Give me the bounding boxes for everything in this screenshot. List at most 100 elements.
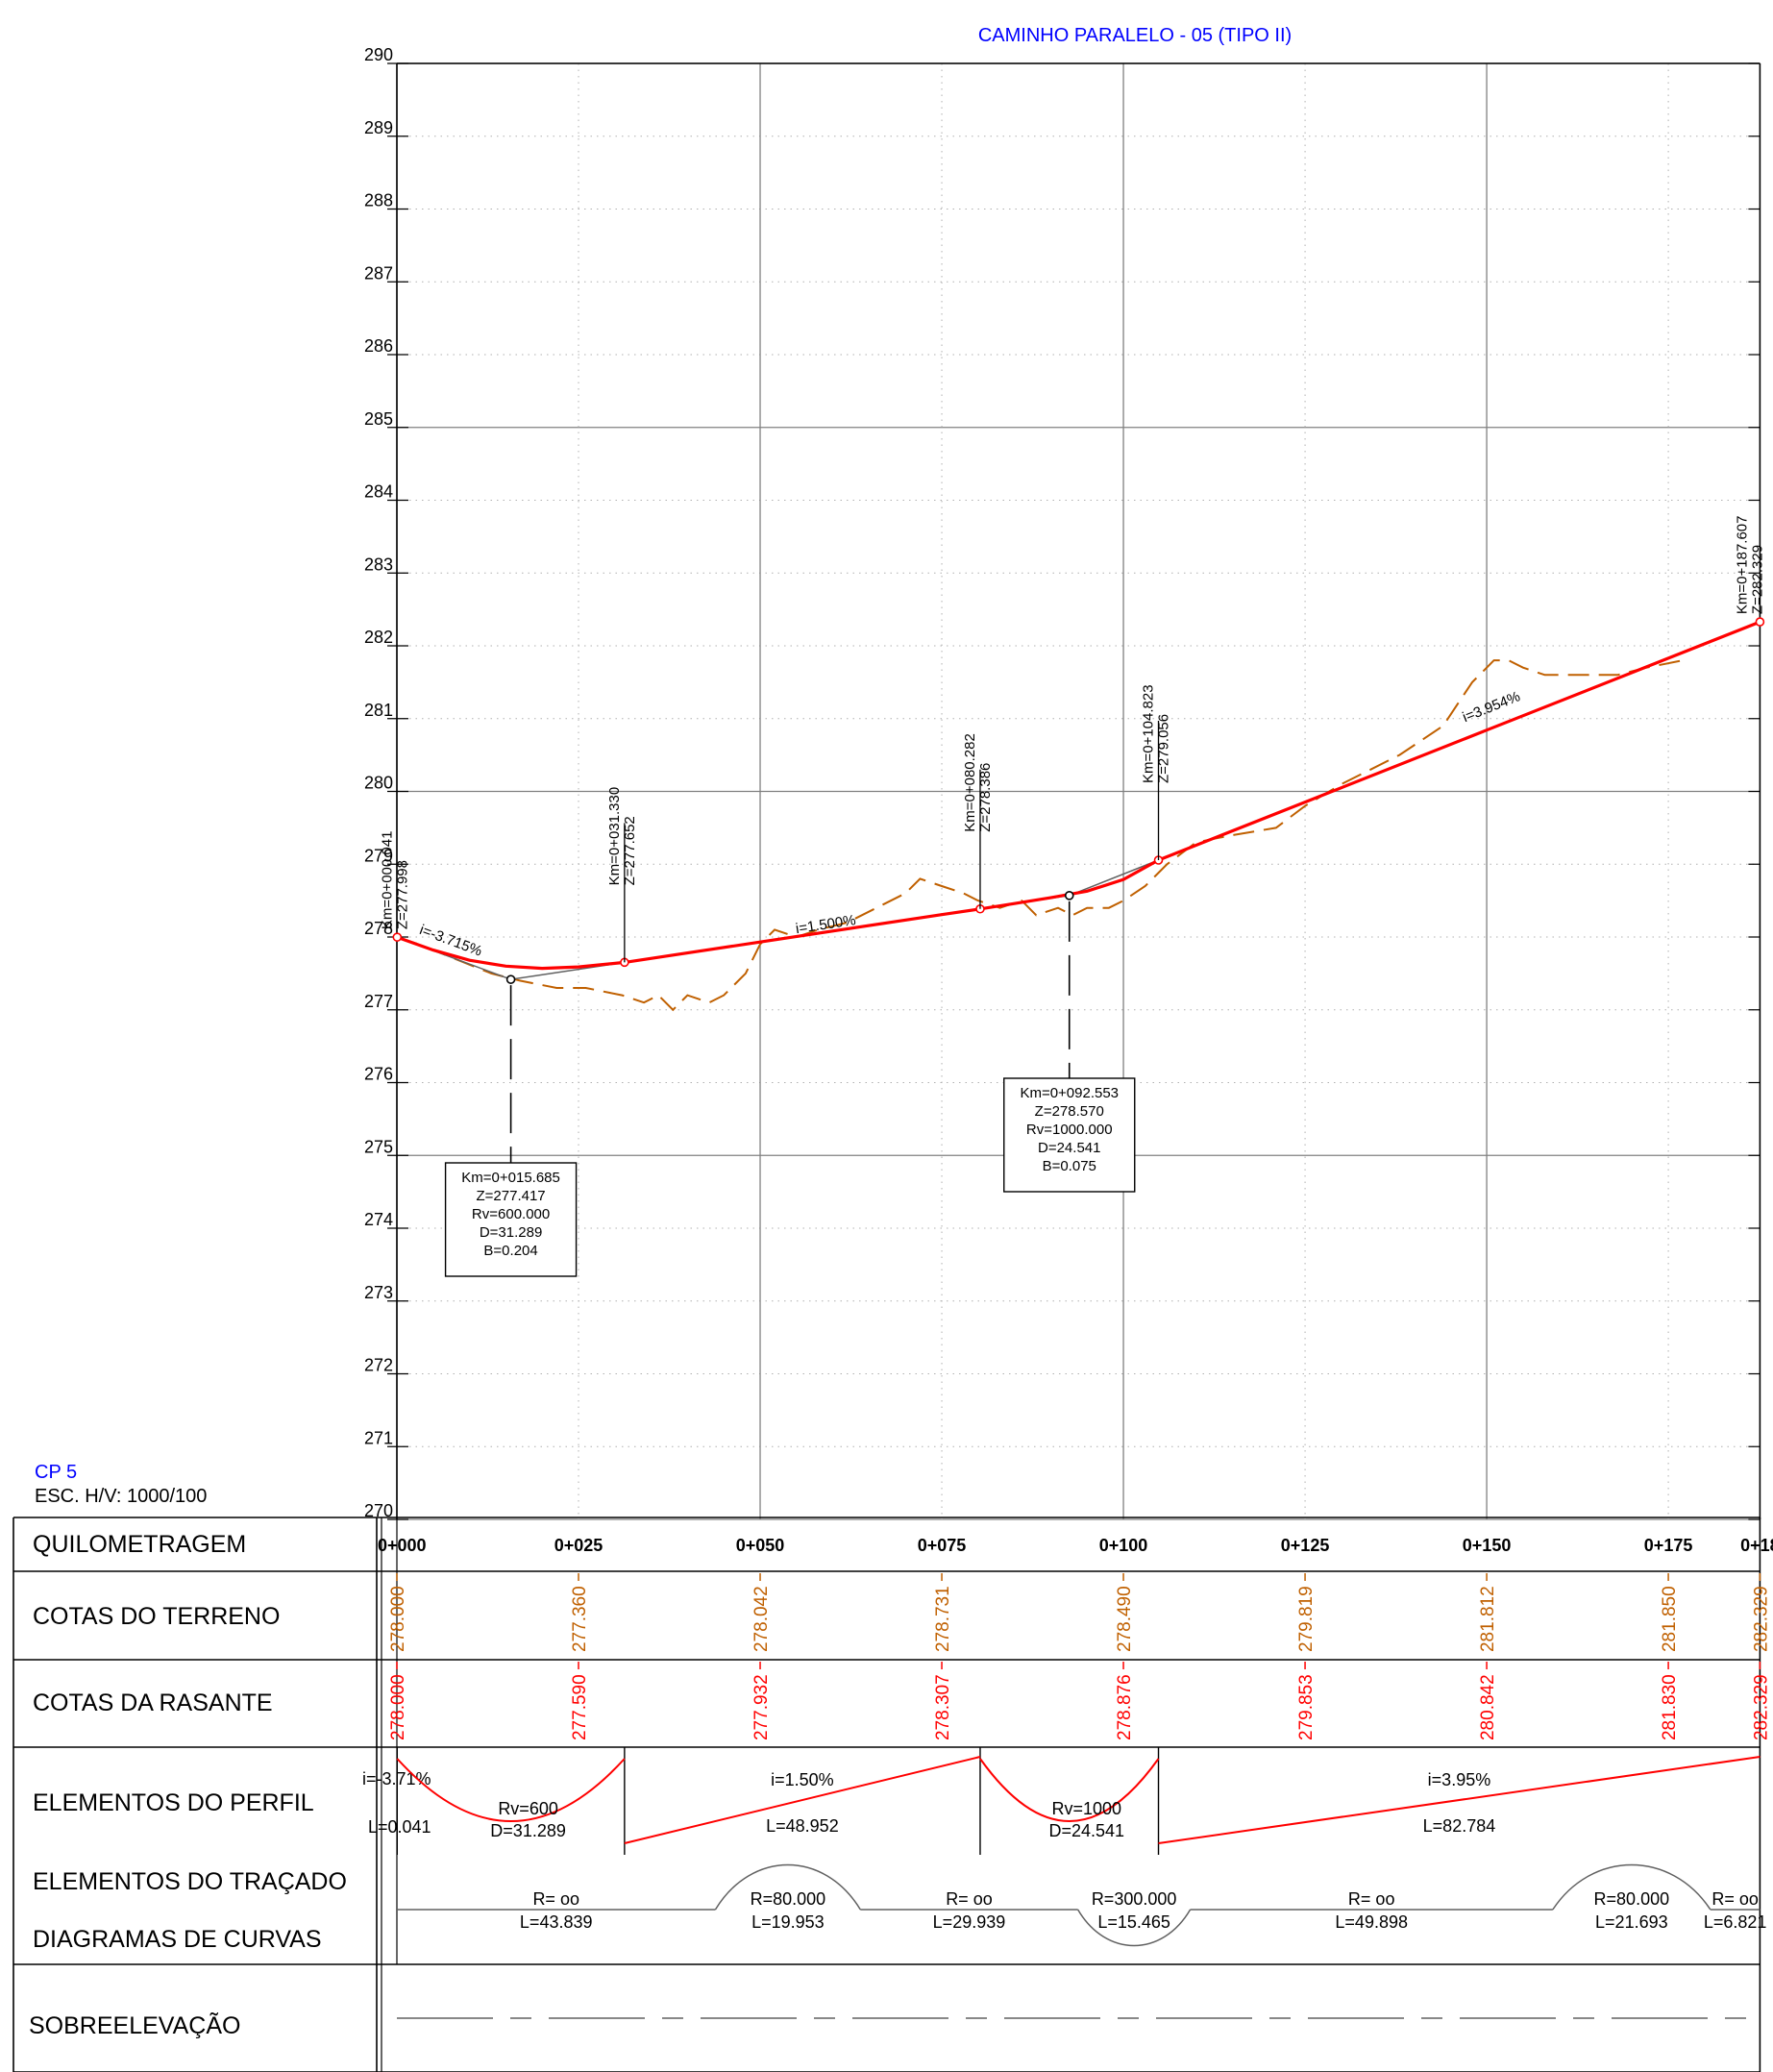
elevation-tick-label: 279 <box>364 846 393 865</box>
tangent-symbol <box>1158 1756 1761 1844</box>
alignment-radius: R= oo <box>1348 1889 1395 1909</box>
elevation-tick-label: 283 <box>364 555 393 574</box>
elevation-tick-label: 273 <box>364 1283 393 1302</box>
pvi-info-line: Km=0+092.553 <box>1020 1085 1119 1101</box>
elevation-tick-label: 271 <box>364 1428 393 1447</box>
tangent-grade: i=1.50% <box>771 1770 834 1789</box>
station-label: 0+050 <box>736 1536 785 1555</box>
elevation-tick-label: 277 <box>364 992 393 1011</box>
vertical-curve-symbol <box>396 1758 626 1822</box>
alignment-length: L=6.821 <box>1704 1912 1767 1932</box>
profile-lines <box>396 620 1761 1012</box>
elevation-tick-label: 276 <box>364 1065 393 1084</box>
profile-start-length: L=0.041 <box>368 1817 431 1837</box>
alignment-curve <box>1077 1909 1192 1947</box>
grade-elevation: 280.842 <box>1478 1674 1498 1740</box>
alignment-length: L=49.898 <box>1335 1912 1408 1932</box>
alignment-radius: R=80.000 <box>751 1889 826 1909</box>
band-row-label: COTAS DO TERRENO <box>33 1603 280 1630</box>
station-label: 0+125 <box>1281 1536 1330 1555</box>
pvi-marker <box>1064 891 1074 900</box>
elevation-tick-label: 284 <box>364 482 393 502</box>
profile-annotations: Km=0+000.041 Z=277.998 Km=0+031.330 Z=277.6… <box>379 515 1765 1277</box>
terrain-elevation: 279.819 <box>1296 1586 1317 1652</box>
vertical-curve-length: D=31.289 <box>490 1821 566 1840</box>
tangent-point-z: Z=279.056 <box>1156 714 1172 783</box>
tangent-point-marker <box>1755 617 1765 627</box>
alignment-radius: R= oo <box>946 1889 993 1909</box>
alignment-radius: R= oo <box>532 1889 579 1909</box>
tangent-point-km: Km=0+080.282 <box>962 733 978 832</box>
pvi-info-line: D=31.289 <box>480 1224 542 1241</box>
pvi-info-line: B=0.204 <box>483 1243 537 1259</box>
band-row-label: DIAGRAMAS DE CURVAS <box>33 1926 322 1953</box>
band-row-label: ELEMENTOS DO TRAÇADO <box>33 1868 347 1895</box>
grid <box>396 62 1761 1520</box>
grade-elevation: 281.830 <box>1660 1674 1680 1740</box>
alignment-length: L=43.839 <box>520 1912 593 1932</box>
station-label: 0+025 <box>554 1536 603 1555</box>
tangent-point-z: Z=277.998 <box>394 860 410 929</box>
elevation-tick-label: 274 <box>364 1210 393 1229</box>
vertical-curve-length: D=24.541 <box>1048 1821 1124 1840</box>
station-label: 0+100 <box>1099 1536 1148 1555</box>
elevation-tick-label: 272 <box>364 1356 393 1375</box>
pvi-info-line: Z=278.570 <box>1035 1103 1104 1120</box>
grade-elevation: 278.000 <box>388 1674 408 1740</box>
alignment-curve <box>714 1863 861 1911</box>
grade-line <box>396 620 1761 971</box>
station-label: 0+18 <box>1740 1536 1773 1555</box>
tangent-point-km: Km=0+104.823 <box>1141 684 1157 783</box>
pvi-info-box <box>1003 1077 1136 1193</box>
elevation-tick-label: 287 <box>364 263 393 283</box>
tangent-construction-line <box>397 936 625 980</box>
pvi-info-box <box>444 1162 578 1277</box>
elevation-tick-label: 280 <box>364 774 393 793</box>
terrain-elevation: 278.000 <box>388 1586 408 1652</box>
terrain-elevation: 277.360 <box>570 1586 590 1652</box>
elevation-tick-label: 278 <box>364 919 393 938</box>
terrain-elevation: 278.490 <box>1115 1586 1135 1652</box>
vertical-curve-symbol <box>979 1758 1160 1822</box>
tangent-length: L=48.952 <box>766 1816 839 1836</box>
band-row-label: COTAS DA RASANTE <box>33 1690 273 1716</box>
terrain-line <box>396 659 1684 1012</box>
pvi-info-line: Rv=1000.000 <box>1026 1122 1113 1138</box>
band-row-label: ELEMENTOS DO PERFIL <box>33 1789 314 1816</box>
drawing-code: CP 5 <box>35 1462 77 1483</box>
pvi-info-line: Rv=600.000 <box>472 1206 550 1222</box>
tangent-point-km: Km=0+187.607 <box>1734 515 1750 614</box>
tangent-point-km: Km=0+031.330 <box>606 787 623 886</box>
data-band: QUILOMETRAGEM COTAS DO TERRENO COTAS DA RA… <box>12 1517 1773 2072</box>
station-label: 0+150 <box>1463 1536 1512 1555</box>
elevation-tick-label: 289 <box>364 118 393 137</box>
drawing-title: CAMINHO PARALELO - 05 (TIPO II) <box>978 25 1292 46</box>
elevation-tick-label: 275 <box>364 1137 393 1156</box>
elevation-tick-label: 288 <box>364 191 393 210</box>
grade-elevation: 282.329 <box>1751 1674 1771 1740</box>
elevation-tick-label: 270 <box>364 1501 393 1520</box>
alignment-length: L=21.693 <box>1595 1912 1668 1932</box>
pvi-info-line: D=24.541 <box>1038 1140 1100 1156</box>
station-label: 0+175 <box>1644 1536 1693 1555</box>
pvi-info-line: Z=277.417 <box>477 1188 546 1204</box>
grade-elevation: 277.932 <box>751 1674 772 1740</box>
terrain-elevation: 282.329 <box>1751 1586 1771 1652</box>
tangent-grade: i=3.95% <box>1428 1770 1491 1789</box>
tangent-point-z: Z=278.386 <box>977 763 994 832</box>
alignment-radius: R=80.000 <box>1594 1889 1670 1909</box>
elevation-tick-label: 286 <box>364 336 393 356</box>
elevation-tick-label: 290 <box>364 45 393 64</box>
grade-elevation: 278.307 <box>933 1674 953 1740</box>
elevation-tick-label: 282 <box>364 628 393 647</box>
scale-caption: ESC. H/V: 1000/100 <box>35 1486 207 1507</box>
terrain-elevation: 281.850 <box>1660 1586 1680 1652</box>
pvi-info-line: Km=0+015.685 <box>461 1170 560 1186</box>
grade-elevation: 277.590 <box>570 1674 590 1740</box>
tangent-length: L=82.784 <box>1423 1816 1496 1836</box>
alignment-curve <box>1552 1863 1711 1911</box>
terrain-elevation: 278.042 <box>751 1586 772 1652</box>
station-label: 0+075 <box>918 1536 967 1555</box>
alignment-length: L=29.939 <box>933 1912 1006 1932</box>
